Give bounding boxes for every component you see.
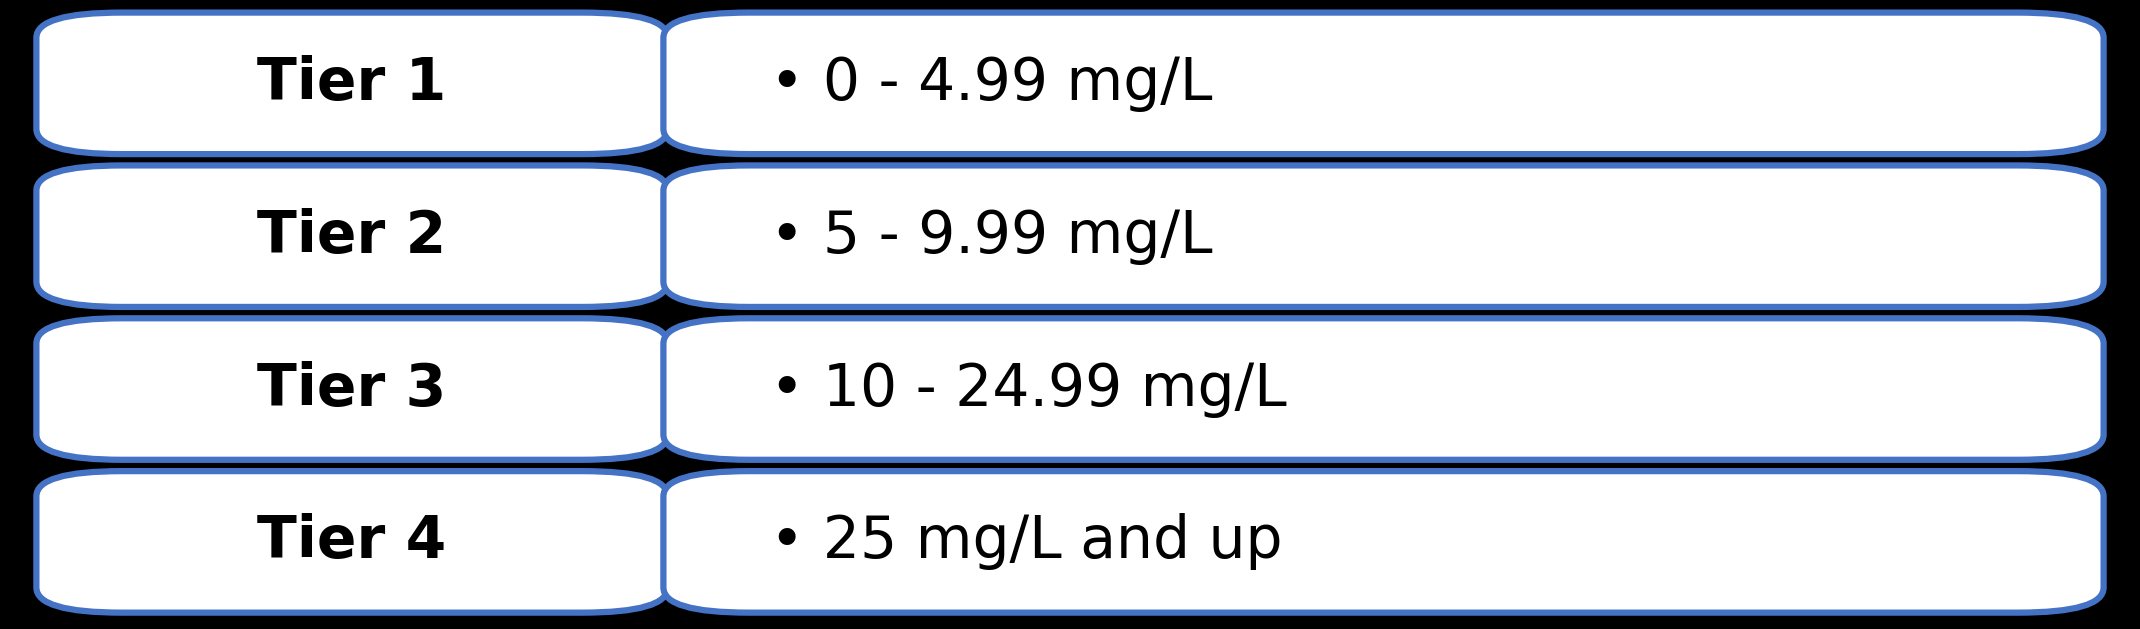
Text: • 5 - 9.99 mg/L: • 5 - 9.99 mg/L	[770, 208, 1213, 265]
Text: Tier 4: Tier 4	[257, 513, 447, 571]
FancyBboxPatch shape	[663, 165, 2104, 307]
Text: • 0 - 4.99 mg/L: • 0 - 4.99 mg/L	[770, 55, 1213, 112]
Text: • 10 - 24.99 mg/L: • 10 - 24.99 mg/L	[770, 360, 1286, 418]
FancyBboxPatch shape	[36, 13, 668, 154]
Text: • 25 mg/L and up: • 25 mg/L and up	[770, 513, 1284, 571]
Text: Tier 2: Tier 2	[257, 208, 447, 265]
FancyBboxPatch shape	[36, 471, 668, 613]
FancyBboxPatch shape	[663, 13, 2104, 154]
FancyBboxPatch shape	[663, 318, 2104, 460]
Text: Tier 1: Tier 1	[257, 55, 447, 112]
FancyBboxPatch shape	[663, 471, 2104, 613]
FancyBboxPatch shape	[36, 318, 668, 460]
FancyBboxPatch shape	[36, 165, 668, 307]
Text: Tier 3: Tier 3	[257, 360, 447, 418]
